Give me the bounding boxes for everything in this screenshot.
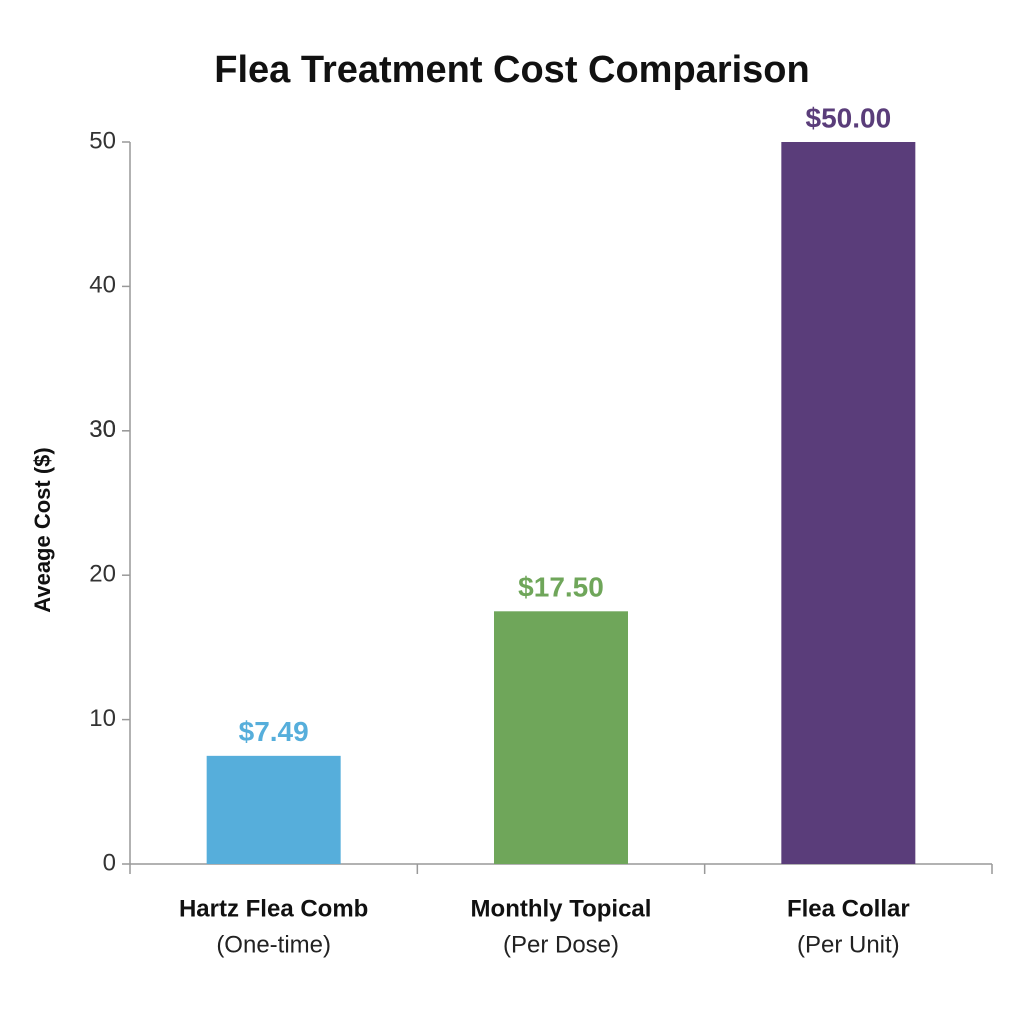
x-tick-sublabel: (One-time) (216, 931, 331, 958)
y-tick-label: 50 (89, 127, 116, 154)
x-tick-label: Flea Collar (787, 895, 910, 922)
y-tick-label: 40 (89, 272, 116, 299)
x-tick-sublabel: (Per Dose) (503, 931, 619, 958)
x-tick-sublabel: (Per Unit) (797, 931, 900, 958)
value-label: $17.50 (518, 572, 604, 603)
bar (781, 142, 916, 864)
chart-title: Flea Treatment Cost Comparison (214, 49, 809, 91)
y-tick-label: 20 (89, 561, 116, 588)
y-tick-label: 0 (103, 849, 116, 876)
y-tick-label: 30 (89, 416, 116, 443)
value-label: $7.49 (239, 716, 309, 747)
bar (494, 611, 628, 864)
y-tick-label: 10 (89, 705, 116, 732)
y-axis-label: Aveage Cost ($) (30, 447, 55, 612)
bar (206, 755, 341, 864)
y-tick-label: 30 (89, 416, 116, 443)
x-tick-label: Monthly Topical (471, 895, 652, 922)
value-label: $50.00 (806, 102, 892, 133)
x-tick-label: Hartz Flea Comb (179, 895, 368, 922)
